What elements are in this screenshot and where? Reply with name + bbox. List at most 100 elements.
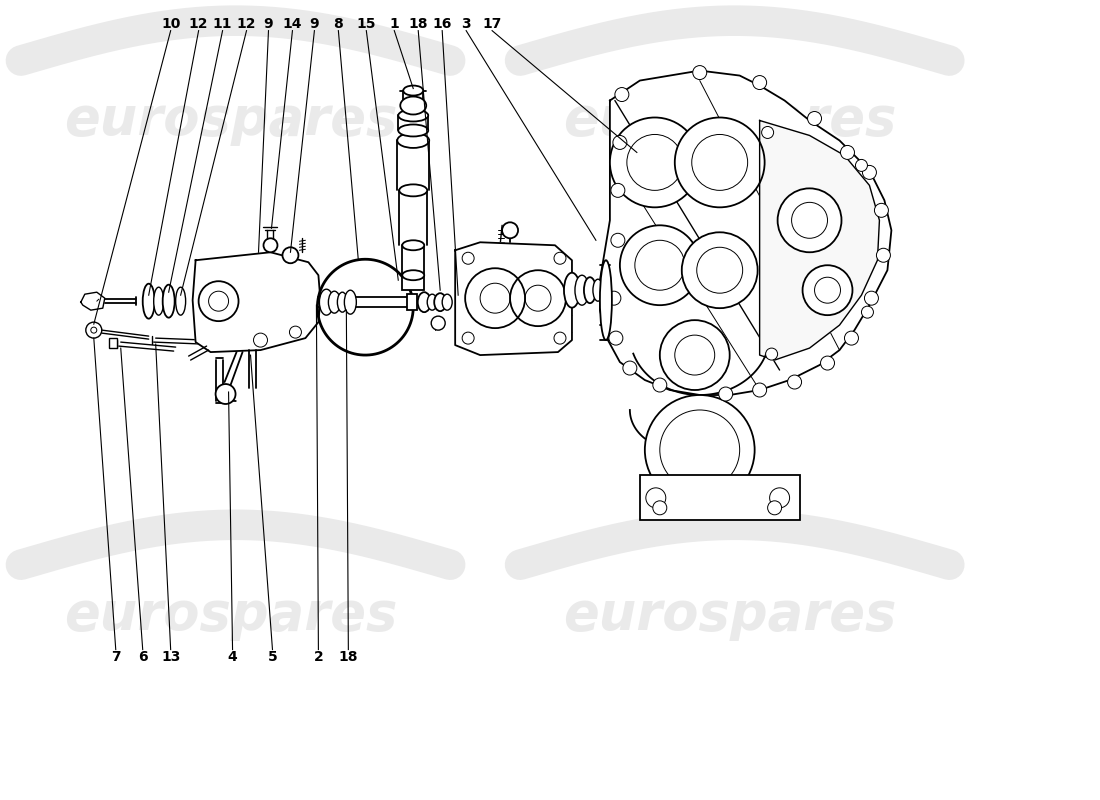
Text: eurospares: eurospares <box>563 589 896 641</box>
Circle shape <box>821 356 835 370</box>
Ellipse shape <box>154 287 164 315</box>
Text: 14: 14 <box>283 17 302 30</box>
Text: 16: 16 <box>432 17 452 30</box>
Ellipse shape <box>418 292 431 312</box>
Text: 12: 12 <box>236 17 256 30</box>
Circle shape <box>752 383 767 397</box>
Ellipse shape <box>403 270 425 280</box>
Circle shape <box>609 118 700 207</box>
Circle shape <box>502 222 518 238</box>
Text: 11: 11 <box>212 17 232 30</box>
Ellipse shape <box>319 289 333 315</box>
Circle shape <box>289 326 301 338</box>
Text: 9: 9 <box>264 17 273 30</box>
Circle shape <box>216 384 235 404</box>
Text: 9: 9 <box>309 17 319 30</box>
Polygon shape <box>600 70 891 395</box>
Circle shape <box>253 333 267 347</box>
Ellipse shape <box>400 97 426 114</box>
Ellipse shape <box>163 285 175 318</box>
Circle shape <box>803 266 852 315</box>
Ellipse shape <box>564 273 580 308</box>
Ellipse shape <box>403 240 425 250</box>
Circle shape <box>874 203 889 218</box>
Circle shape <box>431 316 446 330</box>
Ellipse shape <box>427 294 437 310</box>
Circle shape <box>86 322 102 338</box>
Circle shape <box>674 118 764 207</box>
Ellipse shape <box>434 293 447 311</box>
Ellipse shape <box>593 279 603 301</box>
Circle shape <box>856 159 868 171</box>
Circle shape <box>718 387 733 401</box>
Circle shape <box>607 291 620 305</box>
Circle shape <box>610 234 625 247</box>
Text: 13: 13 <box>161 650 180 663</box>
Circle shape <box>613 135 627 150</box>
Polygon shape <box>760 121 879 360</box>
Circle shape <box>646 488 666 508</box>
Ellipse shape <box>600 260 612 340</box>
Ellipse shape <box>398 110 428 122</box>
Bar <box>407 294 417 310</box>
Text: 7: 7 <box>111 650 121 663</box>
Text: 4: 4 <box>228 650 238 663</box>
Circle shape <box>752 75 767 90</box>
Text: 12: 12 <box>189 17 208 30</box>
Circle shape <box>652 378 667 392</box>
Circle shape <box>615 87 629 102</box>
Text: 2: 2 <box>314 650 323 663</box>
Ellipse shape <box>329 291 340 313</box>
Bar <box>109 338 117 348</box>
Text: 1: 1 <box>389 17 399 30</box>
Circle shape <box>320 262 410 352</box>
Circle shape <box>645 395 755 505</box>
Circle shape <box>620 226 700 305</box>
Bar <box>640 475 800 520</box>
Text: eurospares: eurospares <box>563 94 896 146</box>
Text: 6: 6 <box>138 650 147 663</box>
Ellipse shape <box>442 294 452 310</box>
Text: 18: 18 <box>408 17 428 30</box>
Text: 17: 17 <box>483 17 502 30</box>
Polygon shape <box>455 242 572 355</box>
Circle shape <box>768 501 782 515</box>
Circle shape <box>840 146 855 159</box>
Circle shape <box>652 501 667 515</box>
Circle shape <box>682 232 758 308</box>
Ellipse shape <box>398 125 428 137</box>
Circle shape <box>861 306 873 318</box>
Text: 18: 18 <box>339 650 359 663</box>
Circle shape <box>283 247 298 263</box>
Circle shape <box>862 166 877 179</box>
Text: 3: 3 <box>461 17 471 30</box>
Ellipse shape <box>176 287 186 315</box>
Bar <box>403 275 425 290</box>
Text: eurospares: eurospares <box>64 94 397 146</box>
Circle shape <box>788 375 802 389</box>
Circle shape <box>845 331 858 345</box>
Circle shape <box>877 248 890 262</box>
Circle shape <box>761 126 773 138</box>
Ellipse shape <box>399 184 427 196</box>
Polygon shape <box>192 252 320 352</box>
Ellipse shape <box>143 284 155 318</box>
Ellipse shape <box>404 86 424 95</box>
Ellipse shape <box>397 133 429 148</box>
Ellipse shape <box>584 278 596 303</box>
Circle shape <box>807 111 822 126</box>
Text: 10: 10 <box>161 17 180 30</box>
Circle shape <box>778 188 842 252</box>
Text: 15: 15 <box>356 17 376 30</box>
Circle shape <box>264 238 277 252</box>
Circle shape <box>770 488 790 508</box>
Ellipse shape <box>575 275 589 305</box>
Circle shape <box>766 348 778 360</box>
Ellipse shape <box>344 290 356 314</box>
Circle shape <box>609 331 623 345</box>
Text: 8: 8 <box>333 17 343 30</box>
Ellipse shape <box>338 292 348 312</box>
Text: 5: 5 <box>267 650 277 663</box>
Circle shape <box>660 320 729 390</box>
Circle shape <box>610 183 625 198</box>
